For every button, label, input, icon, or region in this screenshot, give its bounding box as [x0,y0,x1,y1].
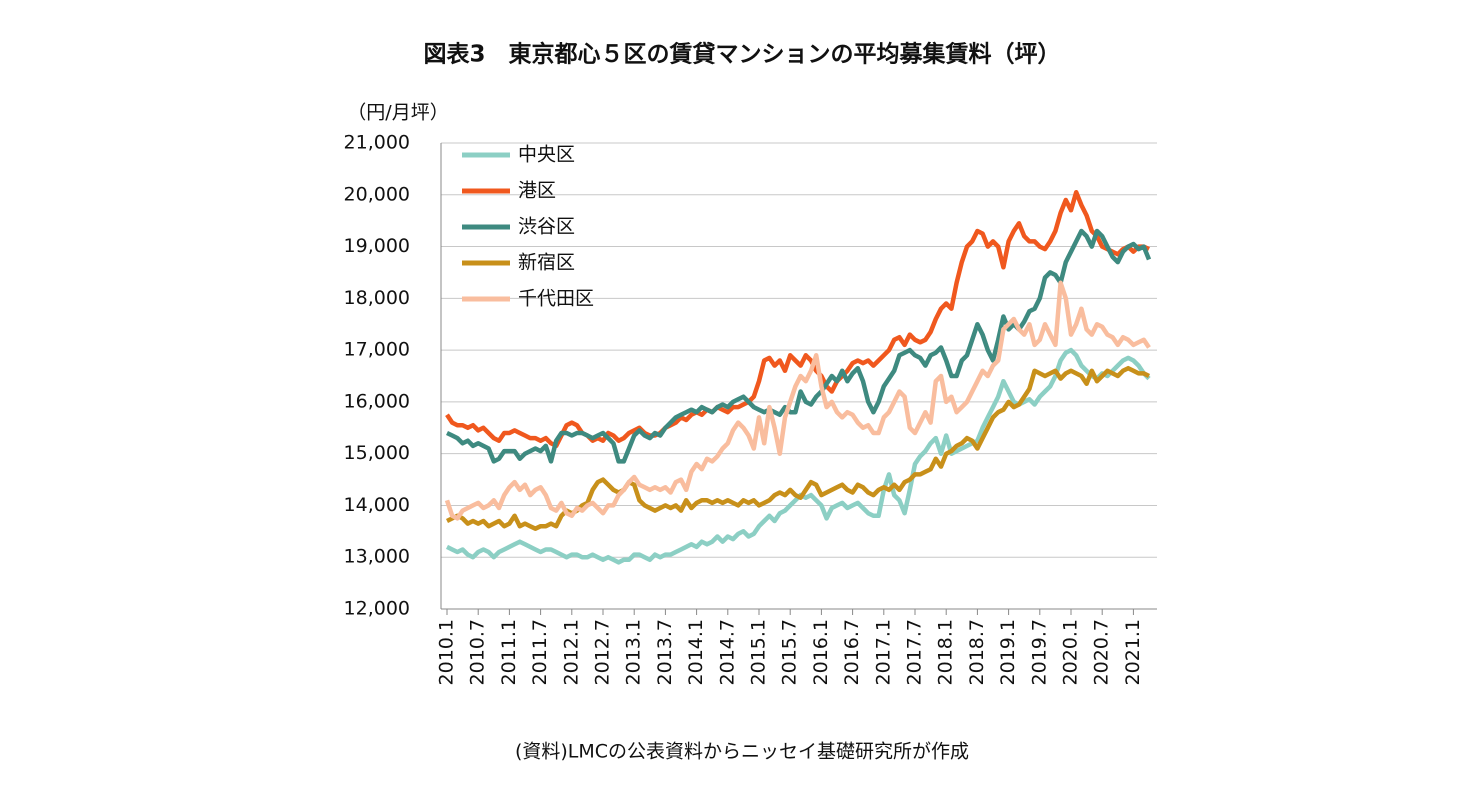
x-tick-label: 2013.7 [654,619,676,685]
legend-label: 渋谷区 [518,216,575,238]
x-tick-label: 2020.7 [1091,619,1113,685]
x-tick-label: 2010.7 [467,619,489,685]
legend-label: 新宿区 [518,252,575,274]
series-line [445,365,1151,531]
y-tick-label: 19,000 [344,235,410,257]
y-tick-label: 15,000 [344,442,410,464]
x-tick-label: 2011.1 [498,619,520,685]
series-line [446,228,1152,464]
x-tick-label: 2011.7 [529,619,551,685]
x-tick-label: 2017.1 [872,619,894,685]
x-tick-label: 2017.7 [904,619,926,685]
y-axis-label: （円/月坪） [347,102,448,124]
x-tick-label: 2015.1 [748,619,770,685]
x-tick-label: 2016.1 [810,619,832,685]
y-tick-label: 14,000 [344,494,410,516]
legend-label: 港区 [518,180,556,202]
x-tick-label: 2021.1 [1122,619,1144,685]
x-tick-label: 2018.1 [935,619,957,685]
y-tick-label: 17,000 [344,339,410,361]
x-tick-label: 2014.1 [685,619,707,685]
legend-label: 千代田区 [518,288,594,310]
legend-label: 中央区 [518,144,575,166]
x-tick-label: 2015.7 [779,619,801,685]
x-tick-label: 2010.1 [436,619,458,685]
y-tick-label: 13,000 [344,546,410,568]
x-tick-label: 2020.1 [1060,619,1082,685]
x-tick-label: 2012.1 [560,619,582,685]
source-note: (資料)LMCの公表資料からニッセイ基礎研究所が作成 [515,741,969,763]
x-tick-label: 2012.7 [592,619,614,685]
x-tick-label: 2019.1 [997,619,1019,685]
y-tick-label: 12,000 [344,598,410,620]
y-tick-label: 21,000 [344,132,410,154]
x-tick-label: 2018.7 [966,619,988,685]
y-tick-label: 20,000 [344,183,410,205]
y-tick-label: 18,000 [344,287,410,309]
x-tick-label: 2019.7 [1028,619,1050,685]
series-line [444,280,1151,521]
x-tick-label: 2014.7 [716,619,738,685]
x-tick-label: 2016.7 [841,619,863,685]
y-tick-label: 16,000 [344,390,410,412]
chart-title: 図表3 東京都心５区の賃貸マンションの平均募集賃料（坪） [423,41,1060,68]
series-line [445,189,1150,449]
x-tick-label: 2013.1 [623,619,645,685]
